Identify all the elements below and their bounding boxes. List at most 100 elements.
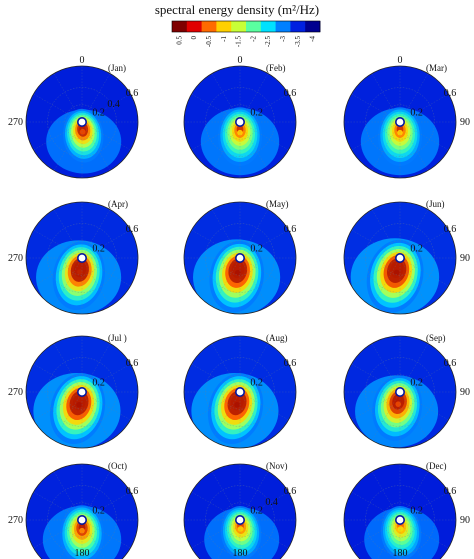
radial-tick-label: 0.2 — [92, 505, 105, 516]
polar-panel-nov: (Nov) 0.20.4 0.6 180 — [183, 461, 297, 559]
colorbar-segment — [260, 21, 276, 32]
month-label: (Sep) — [426, 333, 446, 343]
polar-frame — [183, 65, 297, 179]
polar-panel-oct: (Oct) 0.2 0.6 270 180 — [8, 461, 139, 559]
radial-tick-label: 0.6 — [444, 358, 457, 369]
polar-grid — [344, 336, 456, 448]
colorbar-segment — [201, 21, 217, 32]
month-label: (Dec) — [426, 461, 446, 471]
radial-tick-label: 0.2 — [250, 243, 263, 254]
center-marker — [77, 253, 88, 264]
month-label: (Jul ) — [108, 333, 127, 343]
colorbar-tick-label: 0.5 — [175, 36, 183, 45]
polar-panel-jan: (Jan) 0.20.4 0.6 0 270 — [8, 55, 139, 179]
radial-tick-label: 0.6 — [284, 486, 297, 497]
colorbar-tick-label: -4 — [309, 36, 317, 42]
polar-grid — [184, 336, 296, 448]
radial-tick-label: 0.2 — [250, 505, 263, 516]
angle-label-top: 0 — [398, 55, 403, 66]
colorbar-tick-label: -1.5 — [235, 36, 243, 48]
radial-tick-label: 0.2 — [250, 377, 263, 388]
center-marker — [394, 386, 405, 397]
colorbar-tick-label: -3.5 — [294, 36, 302, 48]
angle-label-bottom: 180 — [75, 548, 90, 559]
polar-panel-apr: (Apr) 0.2 0.6 270 — [8, 199, 139, 315]
radial-tick-label: 0.6 — [126, 224, 139, 235]
energy-field — [184, 464, 296, 559]
angle-label-left: 270 — [8, 253, 23, 264]
colorbar-tick-label: -2.5 — [264, 36, 272, 48]
month-label: (May) — [266, 199, 289, 209]
polar-frame — [25, 335, 139, 449]
radial-tick-label: 0.6 — [126, 358, 139, 369]
polar-grid — [344, 464, 456, 559]
radial-tick-label: 0.6 — [126, 88, 139, 99]
angle-label-left: 270 — [8, 117, 23, 128]
radial-tick-label: 0.2 — [410, 377, 423, 388]
radial-tick-label: 0.6 — [284, 88, 297, 99]
polar-grid — [344, 202, 456, 314]
polar-frame — [343, 463, 457, 559]
center-marker — [235, 117, 246, 128]
polar-panel-may: (May) 0.2 0.6 — [183, 199, 297, 315]
polar-frame — [343, 201, 457, 315]
polar-panel-aug: (Aug) 0.2 0.6 — [183, 333, 297, 449]
polar-frame — [25, 65, 139, 179]
polar-panel-dec: (Dec) 0.2 0.6 90 180 — [343, 461, 470, 559]
polar-grid — [184, 464, 296, 559]
month-label: (Feb) — [266, 63, 286, 73]
polar-panel-jun: (Jun) 0.2 0.6 90 — [343, 199, 470, 315]
radial-tick-label: 0.4 — [265, 497, 278, 508]
radial-tick-label: 0.2 — [92, 377, 105, 388]
colorbar-segment — [186, 21, 202, 32]
month-label: (Aug) — [266, 333, 288, 343]
polar-grid — [26, 66, 138, 178]
polar-panels: (Jan)0.20.40.60270(Feb)0.20.60(Mar)0.20.… — [8, 55, 470, 559]
polar-grid — [184, 66, 296, 178]
polar-frame — [183, 335, 297, 449]
radial-tick-label: 0.2 — [410, 243, 423, 254]
center-marker — [394, 117, 405, 128]
polar-frame — [25, 463, 139, 559]
colorbar-segment — [172, 21, 188, 32]
energy-field — [344, 336, 456, 448]
center-marker — [77, 386, 88, 397]
month-label: (Jun) — [426, 199, 445, 209]
polar-frame — [343, 65, 457, 179]
month-label: (Oct) — [108, 461, 127, 471]
polar-panel-mar: (Mar) 0.2 0.6 0 90 — [343, 55, 470, 179]
polar-frame — [183, 463, 297, 559]
radial-tick-label: 0.2 — [410, 107, 423, 118]
angle-label-bottom: 180 — [233, 548, 248, 559]
colorbar: 0.5 0 -0.5 -1 -1.5 -2 -2.5 -3 -3.5 -4 — [171, 20, 321, 48]
center-marker — [235, 386, 246, 397]
polar-grid — [26, 464, 138, 559]
center-marker — [235, 514, 246, 525]
radial-tick-label: 0.6 — [126, 486, 139, 497]
polar-grid — [344, 66, 456, 178]
month-label: (Jan) — [108, 63, 126, 73]
polar-grid — [184, 202, 296, 314]
center-marker — [235, 253, 246, 264]
angle-label-right: 90 — [460, 117, 470, 128]
radial-tick-label: 0.2 — [92, 243, 105, 254]
radial-tick-label: 0.2 — [410, 505, 423, 516]
radial-tick-label: 0.2 — [250, 107, 263, 118]
angle-label-right: 90 — [460, 515, 470, 526]
angle-label-left: 270 — [8, 387, 23, 398]
center-marker — [77, 117, 88, 128]
polar-panel-feb: (Feb) 0.2 0.6 0 — [183, 55, 297, 179]
center-marker — [394, 514, 405, 525]
polar-frame — [183, 201, 297, 315]
radial-tick-label: 0.6 — [284, 358, 297, 369]
polar-panel-jul: (Jul ) 0.2 0.6 270 — [8, 333, 139, 449]
polar-panel-sep: (Sep) 0.2 0.6 90 — [343, 333, 470, 449]
colorbar-segment — [216, 21, 232, 32]
energy-field — [26, 66, 138, 178]
radial-tick-label: 0.4 — [107, 99, 120, 110]
energy-field — [184, 202, 296, 314]
center-marker — [394, 253, 405, 264]
colorbar-tick-label: -1 — [220, 36, 228, 42]
colorbar-frame — [171, 20, 321, 33]
